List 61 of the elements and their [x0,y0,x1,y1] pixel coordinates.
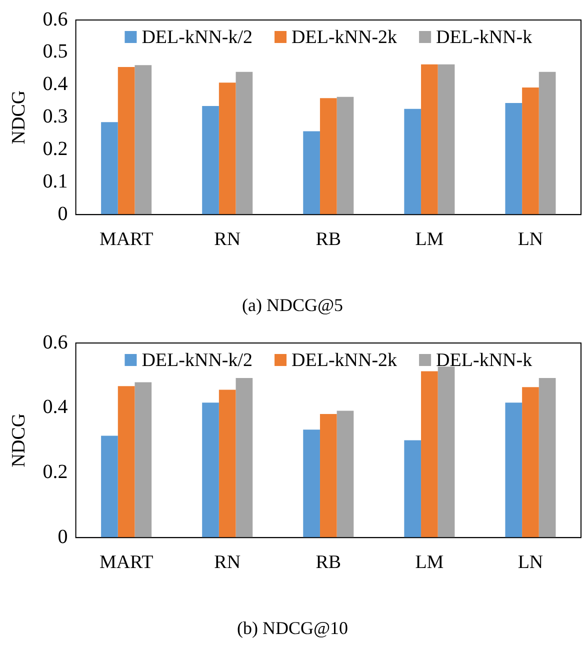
x-tick-label: RN [214,228,241,250]
bar [303,430,320,538]
y-tick-label: 0 [58,526,68,548]
y-tick-label: 0 [58,202,68,225]
y-axis-title: NDCG [8,413,30,468]
x-tick-label: LN [518,552,544,573]
y-tick-label: 0.1 [42,170,68,192]
bar [336,96,354,215]
y-tick-label: 0.4 [42,73,68,96]
bar [118,386,135,538]
bar [538,72,556,215]
bar [505,103,522,215]
bar [118,67,135,215]
y-tick-label: 0.2 [42,460,68,483]
bar [505,402,522,538]
x-tick-label: MART [99,552,154,573]
bar [404,108,422,215]
legend-label: DEL-kNN-k [436,350,533,371]
bar [336,410,354,538]
legend-label: DEL-kNN-k/2 [142,26,253,48]
bar [134,382,152,538]
y-tick-label: 0.6 [42,331,68,354]
bar [236,378,253,538]
y-tick-label: 0.3 [42,106,68,128]
bar [303,131,320,215]
legend-label: DEL-kNN-k/2 [142,350,253,371]
bar [218,390,236,538]
bar [438,64,455,215]
y-tick-label: 0.4 [42,396,68,418]
y-axis-title: NDCG [8,90,30,144]
x-tick-label: LM [415,552,444,573]
x-tick-label: RN [214,552,241,573]
x-tick-label: RB [316,228,342,250]
bar [421,371,438,538]
bar [202,106,219,215]
x-tick-label: LN [518,228,544,250]
bar [202,402,219,538]
bar [522,87,539,215]
text: (b) NDCG@10 [236,618,348,638]
bar [134,65,152,215]
bar [320,98,337,215]
bar [236,72,253,215]
bar [522,387,539,538]
bar [404,440,422,538]
bar [218,82,236,215]
x-tick-label: LM [415,228,444,250]
y-tick-label: 0.6 [42,8,68,30]
x-tick-label: RB [316,552,342,573]
bar [538,378,556,538]
bar [101,436,118,538]
legend-label: DEL-kNN-2k [292,26,398,48]
bar [438,366,455,538]
legend-label: DEL-kNN-k [436,26,533,48]
text: (a) NDCG@5 [242,294,344,315]
bar [320,414,337,538]
x-tick-label: MART [99,228,154,250]
bar [101,122,118,215]
y-tick-label: 0.5 [42,40,68,63]
legend-label: DEL-kNN-2k [292,350,398,371]
y-tick-label: 0.2 [42,138,68,160]
bar [421,64,438,215]
